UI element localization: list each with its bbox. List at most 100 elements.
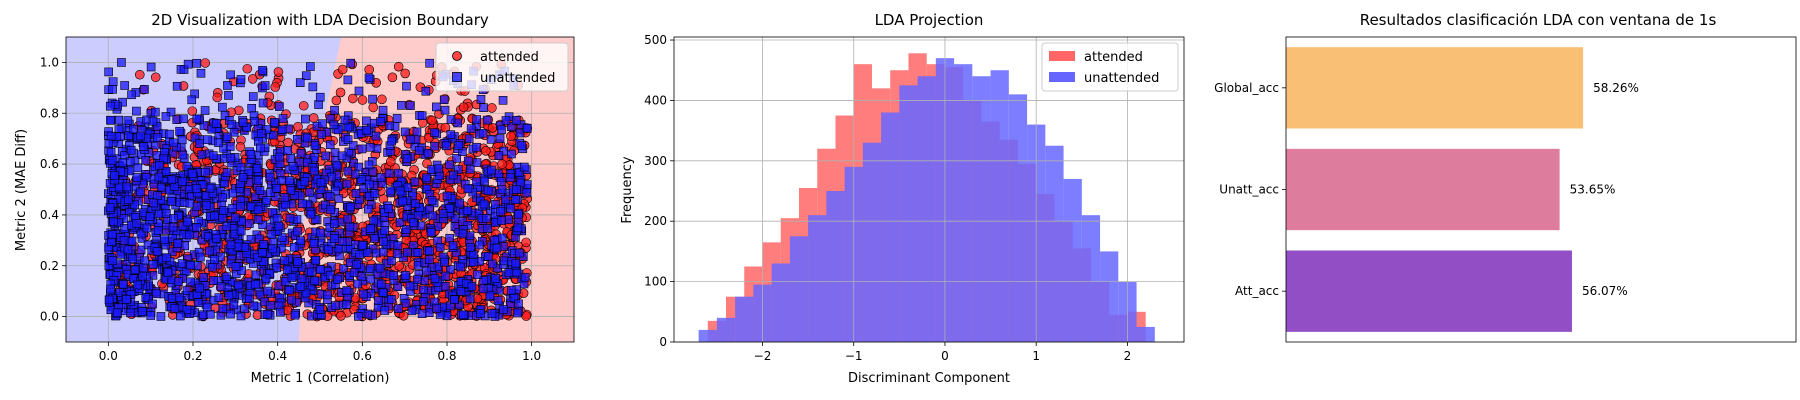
scatter-legend: attended unattended	[435, 42, 569, 92]
unattended-point	[402, 81, 411, 91]
unattended-point	[318, 119, 327, 129]
unattended-point	[185, 230, 194, 240]
unattended-point	[438, 209, 448, 218]
unattended-point	[425, 58, 434, 68]
unattended-point	[196, 68, 206, 78]
unattended-point	[119, 236, 129, 245]
unattended-point	[105, 101, 115, 111]
unattended-point	[260, 81, 270, 90]
unattended-point	[517, 141, 527, 151]
histogram-chart-title: LDA Projection	[875, 11, 984, 29]
unattended-point	[251, 279, 260, 289]
unattended-point	[169, 214, 178, 223]
unattended-point	[483, 251, 493, 261]
unattended-point	[467, 282, 477, 291]
unattended-point	[127, 236, 137, 246]
unattended-point	[357, 175, 366, 184]
unattended-point	[469, 250, 478, 259]
unattended-point	[514, 168, 524, 177]
unattended-point	[197, 150, 207, 160]
unattended-point	[325, 192, 335, 201]
unattended-point	[430, 274, 440, 283]
unattended-hist-bar	[899, 85, 918, 342]
unattended-point	[205, 183, 215, 193]
attended-point	[336, 311, 346, 321]
attended-point	[427, 115, 437, 126]
unattended-point	[256, 143, 265, 153]
unattended-point	[469, 257, 478, 267]
unattended-point	[324, 245, 333, 255]
unattended-point	[370, 234, 379, 243]
unattended-point	[126, 290, 136, 299]
unattended-point	[182, 286, 192, 295]
unattended-point	[218, 213, 228, 223]
unattended-point	[283, 265, 292, 275]
unattended-point	[512, 185, 521, 194]
unattended-point	[130, 200, 139, 210]
unattended-point	[195, 139, 204, 148]
y-tick-label: 0.4	[40, 208, 59, 222]
unattended-point	[506, 204, 516, 213]
unattended-point	[463, 184, 473, 194]
unattended-point	[364, 179, 374, 189]
unattended-point	[109, 216, 118, 226]
unattended-point	[275, 102, 284, 111]
unattended-point	[323, 290, 332, 300]
unattended-hist-bar	[862, 142, 882, 342]
unattended-point	[139, 263, 148, 273]
histogram-y-ticks: 0 100 200 300 400 500	[644, 33, 674, 349]
unattended-point	[177, 177, 187, 187]
unattended-point	[378, 247, 388, 257]
attended-point	[400, 68, 410, 79]
unattended-point	[421, 86, 431, 96]
unattended-point	[519, 162, 529, 172]
unattended-point	[400, 127, 410, 137]
unattended-point	[450, 295, 459, 305]
unattended-point	[211, 119, 221, 128]
unattended-point	[166, 107, 176, 117]
unattended-point	[246, 149, 256, 159]
attended-point	[385, 156, 396, 167]
unattended-point	[423, 148, 433, 158]
unattended-point	[141, 293, 151, 302]
unattended-point	[301, 114, 310, 124]
unattended-point	[369, 216, 378, 226]
unattended-hist-bar	[826, 191, 845, 342]
unattended-point	[182, 162, 192, 171]
unattended-point	[403, 247, 412, 257]
unattended-hist-bar	[789, 236, 809, 342]
unattended-point	[178, 150, 188, 160]
unattended-point	[412, 127, 422, 137]
unattended-point	[222, 272, 231, 282]
unattended-point	[271, 192, 280, 202]
unattended-point	[490, 235, 499, 245]
unattended-point	[472, 158, 482, 167]
unattended-point	[114, 115, 124, 125]
unattended-point	[122, 182, 131, 192]
unattended-point	[424, 308, 434, 318]
unattended-point	[222, 222, 232, 231]
unattended-point	[353, 279, 362, 289]
unattended-point	[506, 122, 516, 131]
unattended-point	[413, 211, 423, 221]
unattended-point	[283, 146, 292, 155]
unattended-point	[256, 129, 266, 138]
unattended-point	[332, 160, 342, 170]
attended-point	[521, 237, 531, 248]
unattended-point	[153, 191, 162, 200]
unattended-point	[378, 105, 388, 115]
x-tick-label: 0.0	[99, 349, 118, 363]
x-tick-label: 1	[1032, 349, 1040, 363]
unattended-point	[504, 268, 514, 277]
histogram-legend-box	[1041, 42, 1179, 92]
unattended-point	[255, 186, 265, 195]
unattended-point	[317, 130, 326, 139]
unattended-point	[106, 147, 116, 157]
unattended-point	[337, 151, 347, 161]
unattended-point	[142, 223, 152, 233]
attended-point	[506, 131, 516, 141]
unattended-point	[342, 179, 352, 189]
unattended-point	[435, 243, 445, 252]
unattended-point	[149, 198, 159, 208]
accuracy-bar	[1286, 250, 1572, 332]
